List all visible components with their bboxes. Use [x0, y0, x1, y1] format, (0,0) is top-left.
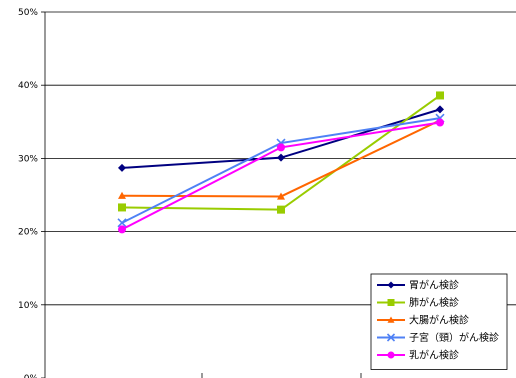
- y-tick-label-10: 10%: [18, 301, 38, 311]
- legend-item-4-marker: [386, 333, 396, 342]
- legend-item-4-label: 子宮（頸）がん検診: [409, 331, 499, 344]
- series-2-point-3: [436, 91, 444, 100]
- series-1: [118, 105, 444, 172]
- series-1-point-1: [118, 163, 126, 172]
- series-5-point-2: [277, 143, 285, 152]
- legend-item-5: 乳がん検診: [377, 349, 459, 362]
- series-3-point-2: [277, 192, 285, 200]
- series-2-point-2: [277, 205, 285, 214]
- legend-item-1: 胃がん検診: [377, 279, 459, 292]
- legend-item-5-marker: [387, 351, 395, 359]
- series-1-point-2: [277, 153, 285, 162]
- series-1-point-3: [436, 105, 444, 114]
- series-2: [118, 91, 444, 214]
- legend-item-2: 肺がん検診: [377, 296, 459, 309]
- y-tick-labels: 0% 10% 20% 30% 40% 50%: [18, 8, 38, 378]
- legend-item-2-label: 肺がん検診: [409, 296, 459, 309]
- legend-item-2-marker: [387, 299, 395, 306]
- series-5: [118, 118, 444, 234]
- legend-item-5-label: 乳がん検診: [409, 349, 459, 362]
- y-tick-label-40: 40%: [18, 81, 38, 91]
- legend-item-1-label: 胃がん検診: [409, 279, 459, 292]
- y-tick-label-20: 20%: [18, 228, 38, 238]
- series-4-point-1: [117, 218, 127, 228]
- legend-item-3-label: 大腸がん検診: [409, 314, 469, 327]
- legend-item-1-marker: [387, 281, 395, 289]
- axes: [41, 11, 362, 378]
- legend-item-3-marker: [387, 316, 395, 323]
- legend-item-3: 大腸がん検診: [377, 314, 469, 327]
- series-3-point-1: [118, 191, 126, 199]
- y-tick-label-30: 30%: [18, 154, 38, 164]
- y-tick-label-50: 50%: [18, 8, 38, 18]
- series-4-point-1-stroke-b: [117, 218, 127, 228]
- series-5-point-3: [436, 118, 444, 127]
- y-tick-label-0: 0%: [24, 374, 39, 378]
- series-2-point-1: [118, 203, 126, 212]
- series-5-point-1: [118, 225, 126, 234]
- legend-item-4: 子宮（頸）がん検診: [377, 331, 499, 344]
- legend-item-4-marker-stroke-b: [386, 333, 396, 342]
- series-lines: [117, 91, 445, 234]
